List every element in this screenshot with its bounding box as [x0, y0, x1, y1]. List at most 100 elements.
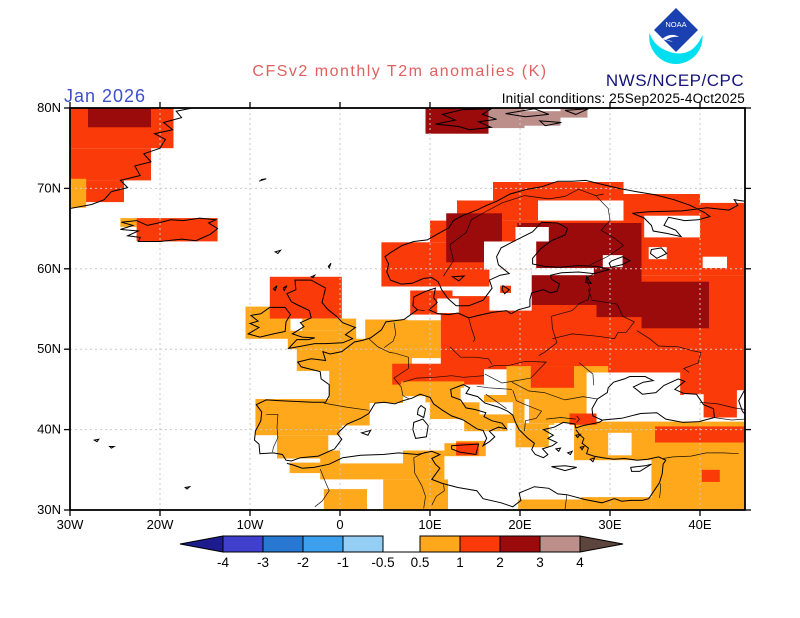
colorbar-tick-label: 1 — [456, 555, 464, 570]
border-path — [443, 188, 604, 277]
country-borders — [266, 188, 745, 510]
anomaly-cell — [641, 281, 709, 329]
island-outline — [501, 284, 511, 295]
colorbar-segment — [419, 535, 461, 553]
border-path — [323, 402, 369, 411]
island-outline — [92, 438, 100, 443]
colorbar-segment — [499, 535, 541, 553]
island-outline — [272, 285, 278, 292]
border-path — [393, 352, 410, 400]
border-path — [590, 196, 625, 266]
anomaly-cell — [120, 218, 137, 227]
border-path — [431, 484, 445, 506]
anomaly-cell — [574, 459, 652, 498]
anomaly-cells — [70, 108, 745, 510]
anomaly-cell — [326, 425, 342, 436]
colorbar-tick-label: -0.5 — [371, 555, 394, 570]
noaa-logo-diamond — [654, 8, 698, 52]
anomaly-cell — [701, 469, 720, 482]
border-path — [663, 452, 739, 459]
anomaly-cell — [488, 108, 525, 129]
border-path — [699, 401, 745, 410]
forecast-month-label: Jan 2026 — [64, 86, 147, 106]
lon-tick-label: 10W — [237, 517, 264, 532]
lat-tick-label: 80N — [37, 100, 61, 115]
island-outline — [108, 446, 116, 449]
border-path — [413, 451, 426, 509]
border-path — [485, 393, 507, 409]
lat-tick-label: 60N — [37, 261, 61, 276]
island-outline — [184, 485, 192, 490]
colorbar-tick-label: 3 — [536, 555, 544, 570]
island-outline — [416, 404, 427, 419]
colorbar-right-arrow — [579, 535, 624, 553]
lon-tick-label: 20E — [508, 517, 531, 532]
border-path — [512, 390, 543, 432]
island-outline — [359, 429, 372, 436]
colorbar-tick-label: -4 — [217, 555, 229, 570]
anomaly-cell — [608, 432, 632, 456]
anomaly-cell — [277, 435, 329, 459]
lat-tick-label: 40N — [37, 422, 61, 437]
border-path — [713, 417, 745, 421]
anomaly-cell — [518, 499, 582, 510]
initial-conditions-label: Initial conditions: 25Sep2025-4Oct2025 — [501, 91, 745, 106]
map-frame — [69, 107, 746, 511]
anomaly-cell — [651, 448, 745, 510]
coastline-path — [286, 429, 667, 508]
lon-tick-label: 10E — [418, 517, 441, 532]
border-path — [383, 322, 397, 348]
anomaly-cell — [515, 227, 549, 242]
anomaly-cell — [365, 319, 408, 343]
coastline-path — [258, 178, 267, 182]
border-path — [538, 316, 558, 356]
lon-tick-label: 30W — [57, 517, 84, 532]
anomaly-cell — [392, 363, 484, 385]
colorbar-tick-label: -3 — [257, 555, 269, 570]
anomaly-cell — [531, 268, 594, 276]
border-path — [552, 288, 635, 340]
island-outline — [630, 463, 652, 472]
border-path — [449, 346, 493, 365]
anomaly-cell — [269, 276, 342, 319]
lat-tick-label: 70N — [37, 180, 61, 195]
anomaly-cell — [88, 108, 151, 128]
border-path — [368, 338, 395, 354]
island-outline — [120, 217, 219, 242]
colorbar-segment — [222, 535, 264, 553]
anomaly-cell — [569, 413, 597, 425]
lat-tick-label: 50N — [37, 341, 61, 356]
colorbar-tick-label: 2 — [496, 555, 504, 570]
island-outline — [649, 247, 668, 259]
anomaly-cell — [702, 256, 727, 268]
anomaly-cell — [340, 428, 403, 464]
border-path — [659, 483, 661, 498]
anomaly-cell — [136, 218, 218, 242]
border-path — [511, 381, 598, 401]
noaa-crescent-icon — [649, 33, 703, 64]
colorbar-segment — [262, 535, 304, 553]
anomaly-cell — [425, 108, 489, 134]
anomaly-cell — [414, 419, 457, 444]
island-outline — [282, 285, 288, 292]
island-outline — [589, 456, 596, 463]
border-path — [636, 330, 702, 373]
anomaly-cell — [530, 366, 574, 388]
anomaly-cell — [484, 241, 537, 270]
anomaly-cell — [323, 489, 367, 510]
lon-tick-label: 40E — [688, 517, 711, 532]
island-outline — [273, 249, 283, 255]
anomaly-cell — [437, 298, 459, 313]
border-path — [468, 317, 476, 343]
colorbar-segment — [539, 535, 581, 553]
border-path — [266, 413, 279, 453]
anomaly-cell — [403, 396, 426, 406]
island-outline — [608, 256, 631, 268]
island-outline — [451, 443, 480, 456]
colorbar-segment — [342, 535, 384, 553]
island-outline — [574, 433, 582, 439]
colorbar-left-arrow — [179, 535, 224, 553]
island-outline — [538, 120, 562, 127]
anomaly-cell — [500, 285, 511, 293]
